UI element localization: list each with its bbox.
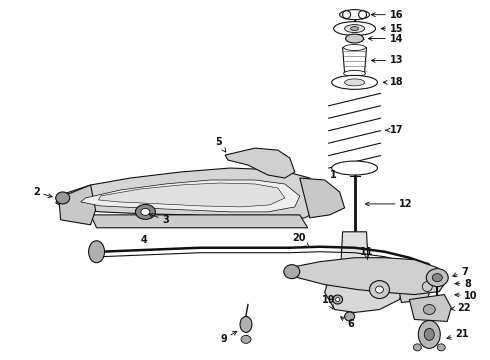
- Text: 12: 12: [366, 199, 413, 209]
- Polygon shape: [325, 265, 404, 312]
- Ellipse shape: [332, 161, 377, 175]
- Text: 22: 22: [451, 302, 471, 312]
- Ellipse shape: [350, 27, 359, 31]
- Text: 5: 5: [215, 137, 226, 152]
- Text: 7: 7: [453, 267, 468, 276]
- Ellipse shape: [135, 204, 155, 219]
- Ellipse shape: [343, 71, 366, 76]
- Text: 8: 8: [455, 279, 471, 289]
- Ellipse shape: [241, 336, 251, 343]
- Ellipse shape: [375, 286, 384, 293]
- Text: 4: 4: [141, 235, 147, 245]
- Text: 10: 10: [455, 291, 478, 301]
- Text: 11: 11: [360, 247, 373, 260]
- Polygon shape: [81, 180, 300, 212]
- Polygon shape: [397, 275, 431, 302]
- Polygon shape: [225, 148, 295, 178]
- Ellipse shape: [422, 282, 432, 292]
- Ellipse shape: [240, 316, 252, 332]
- Ellipse shape: [437, 344, 445, 351]
- Polygon shape: [341, 232, 368, 270]
- Text: 17: 17: [385, 125, 403, 135]
- Ellipse shape: [345, 34, 364, 43]
- Ellipse shape: [333, 295, 343, 304]
- Polygon shape: [91, 215, 308, 228]
- Ellipse shape: [359, 11, 367, 19]
- Polygon shape: [300, 178, 344, 218]
- Text: 18: 18: [383, 77, 403, 87]
- Ellipse shape: [343, 11, 350, 19]
- Ellipse shape: [141, 208, 150, 215]
- Ellipse shape: [89, 241, 104, 263]
- Ellipse shape: [332, 75, 377, 89]
- Ellipse shape: [56, 192, 70, 204]
- Ellipse shape: [334, 22, 375, 36]
- Text: 19: 19: [322, 294, 335, 309]
- Text: 1: 1: [330, 170, 337, 180]
- Ellipse shape: [344, 312, 355, 321]
- Ellipse shape: [344, 79, 365, 86]
- Polygon shape: [59, 185, 96, 225]
- Ellipse shape: [426, 269, 448, 287]
- Ellipse shape: [343, 45, 366, 50]
- Ellipse shape: [418, 320, 440, 348]
- Polygon shape: [56, 168, 325, 220]
- Ellipse shape: [344, 24, 365, 32]
- Text: 15: 15: [381, 24, 403, 33]
- Text: 20: 20: [292, 233, 309, 247]
- Text: 16: 16: [371, 10, 403, 20]
- Ellipse shape: [284, 265, 300, 279]
- Ellipse shape: [340, 10, 369, 20]
- Ellipse shape: [414, 344, 421, 351]
- Text: 9: 9: [220, 331, 237, 345]
- Polygon shape: [343, 48, 367, 73]
- Text: 14: 14: [368, 33, 403, 44]
- Text: 2: 2: [33, 187, 52, 198]
- Ellipse shape: [369, 280, 390, 298]
- Text: 13: 13: [371, 55, 403, 66]
- Text: 6: 6: [341, 317, 354, 329]
- Ellipse shape: [336, 298, 340, 302]
- Ellipse shape: [423, 305, 435, 315]
- Ellipse shape: [432, 274, 442, 282]
- Polygon shape: [285, 258, 447, 294]
- Text: 3: 3: [149, 213, 169, 225]
- Polygon shape: [98, 183, 285, 207]
- Polygon shape: [409, 294, 451, 321]
- Text: 21: 21: [447, 329, 469, 339]
- Ellipse shape: [424, 328, 434, 340]
